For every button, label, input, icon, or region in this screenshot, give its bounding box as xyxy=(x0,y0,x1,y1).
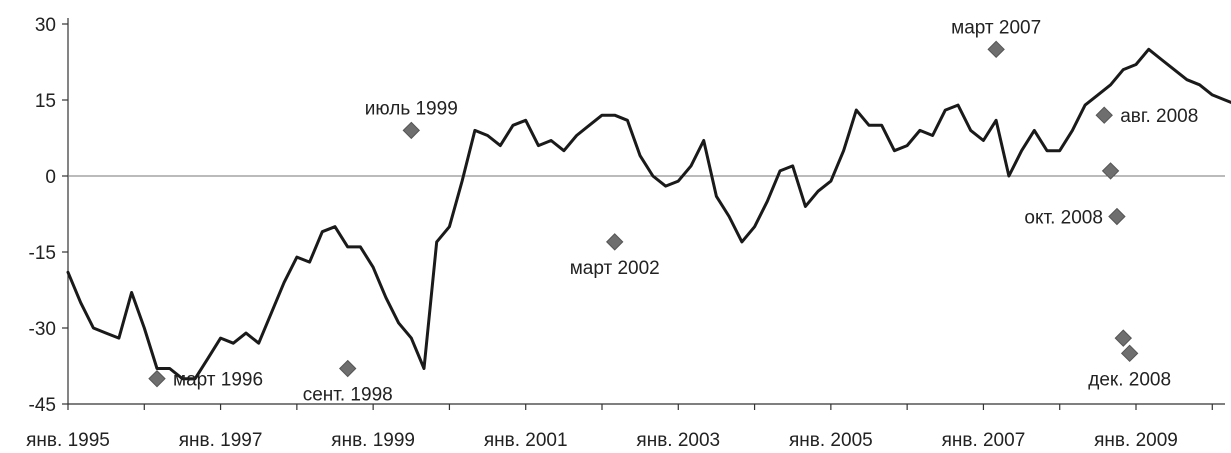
annotation-label: март 2007 xyxy=(951,17,1041,38)
y-tick-label: 0 xyxy=(45,167,56,188)
x-tick-label: янв. 1995 xyxy=(26,430,110,451)
chart-series xyxy=(66,47,1231,381)
data-point-marker xyxy=(1101,162,1120,180)
data-point-marker xyxy=(987,40,1005,59)
annotation-label: дек. 2008 xyxy=(1088,369,1171,390)
x-tick-label: янв. 1999 xyxy=(331,430,415,451)
data-point-marker xyxy=(339,359,357,378)
chart-axes: 30 15 0 -15 -30 -45 янв. 1995 янв. 1997 янв. 199… xyxy=(26,15,1225,451)
annotation-label: июль 1999 xyxy=(365,98,458,119)
x-tick-label: янв. 2003 xyxy=(636,430,720,451)
data-point-marker xyxy=(606,233,624,251)
y-tick-label: 30 xyxy=(35,15,56,36)
x-tick-label: янв. 1997 xyxy=(179,430,263,451)
x-tick-label: янв. 2007 xyxy=(942,430,1026,451)
annotation-label: март 1996 xyxy=(173,370,263,391)
data-point-marker xyxy=(402,121,420,140)
annotation-label: окт. 2008 xyxy=(1024,208,1103,229)
annotation-label: март 2002 xyxy=(570,258,660,279)
chart-markers xyxy=(148,40,1139,388)
data-point-marker xyxy=(148,369,166,388)
data-point-marker xyxy=(1108,207,1126,226)
x-tick-label: янв. 2001 xyxy=(484,430,568,451)
y-tick-label: -30 xyxy=(29,319,56,340)
annotation-label: сент. 1998 xyxy=(303,385,393,406)
y-tick-label: 15 xyxy=(35,91,56,112)
data-point-marker xyxy=(1095,106,1113,124)
y-tick-label: -15 xyxy=(29,243,56,264)
data-point-marker xyxy=(1120,344,1139,363)
x-tick-label: янв. 2009 xyxy=(1094,430,1178,451)
data-point-marker xyxy=(1114,329,1132,347)
y-tick-label: -45 xyxy=(29,395,56,416)
chart-annotations: март 1996 сент. 1998 июль 1999 март 2002 мар… xyxy=(173,17,1198,405)
annotation-label: авг. 2008 xyxy=(1120,106,1198,127)
series-line xyxy=(66,47,1231,381)
x-tick-label: янв. 2005 xyxy=(789,430,873,451)
